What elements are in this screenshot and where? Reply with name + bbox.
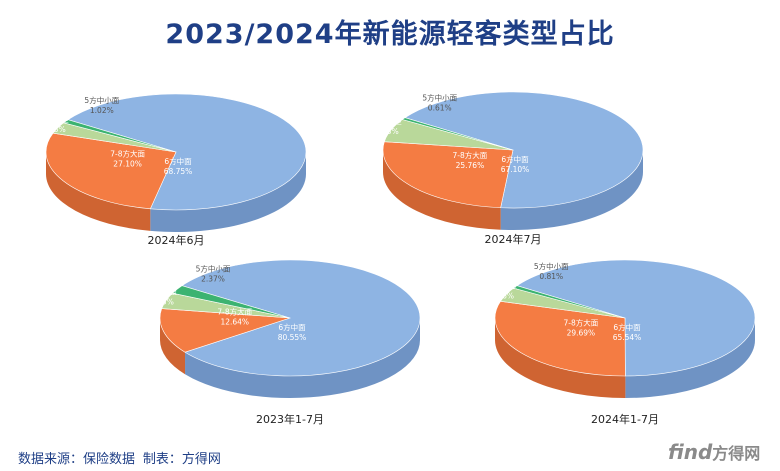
slice-label-name: 5方中小面 <box>196 263 231 273</box>
pie-slice-7-8方大面 <box>494 300 626 377</box>
pie-side-segment <box>500 150 643 230</box>
slice-label-name: 其他车型 <box>147 287 177 297</box>
pie-slice-6方中面 <box>516 259 756 377</box>
pie-slice-5方中小面 <box>171 285 291 319</box>
slice-label-value: 68.75% <box>164 167 193 176</box>
pie-side-segment <box>625 318 755 398</box>
data-source: 数据来源：保险数据 制表：方得网 <box>18 452 221 467</box>
pie-side-segment <box>383 150 501 230</box>
slice-label-value: 0.61% <box>428 104 452 113</box>
pie-slice-6方中面 <box>67 93 307 211</box>
slice-label-value: 4.45% <box>150 298 174 307</box>
pie-side-segment <box>160 318 186 375</box>
pie-slice-7-8方大面 <box>45 132 177 210</box>
pie-slice-5方中小面 <box>63 119 177 153</box>
period-label: 2024年1-7月 <box>591 412 659 426</box>
slice-label-value: 2.37% <box>201 274 225 283</box>
pie-slice-6方中面 <box>404 91 644 209</box>
pie-side <box>160 318 421 399</box>
pie-side-segment <box>46 152 151 231</box>
slice-label-name: 7-8方大面 <box>110 148 145 158</box>
brand-logo: find方得网 <box>668 440 761 464</box>
pie-slice-5方中小面 <box>401 117 514 151</box>
slice-label-name: 6方中面 <box>164 156 192 166</box>
slice-label-value: 12.64% <box>220 318 249 327</box>
slice-label-name: 6方中面 <box>501 154 529 164</box>
pie-side-segment <box>185 318 421 399</box>
slice-label-value: 27.10% <box>113 159 142 168</box>
slice-label-name: 5方中小面 <box>422 93 457 103</box>
pie-side <box>495 318 755 398</box>
slice-label-value: 0.81% <box>539 272 563 281</box>
period-label: 2023年1-7月 <box>256 412 324 426</box>
pie-side <box>383 150 643 230</box>
slice-label-name: 其他车型 <box>372 116 402 126</box>
slice-label-name: 其他车型 <box>487 281 517 291</box>
slice-label-name: 5方中小面 <box>534 261 569 271</box>
pie-side-segment <box>150 152 306 232</box>
pie-slice-5方中小面 <box>512 285 626 319</box>
pie-slice-7-8方大面 <box>159 308 291 353</box>
slice-label-value: 3.13% <box>42 125 66 134</box>
pie-side <box>46 152 306 232</box>
slice-label-value: 1.02% <box>90 106 114 115</box>
slice-label-value: 29.69% <box>567 328 596 337</box>
slice-label-value: 80.55% <box>278 333 307 342</box>
slice-label-name: 其他车型 <box>39 114 69 124</box>
slice-label-name: 7-8方大面 <box>564 317 599 327</box>
slice-label-value: 67.10% <box>501 165 530 174</box>
slice-label-value: 25.76% <box>456 161 485 170</box>
slice-label-value: 3.96% <box>490 292 514 301</box>
pie-slice-7-8方大面 <box>382 141 514 209</box>
pie-side-segment <box>495 318 626 398</box>
slice-label-name: 7-8方大面 <box>453 150 488 160</box>
pie-slice-6方中面 <box>181 259 421 377</box>
slice-label-name: 6方中面 <box>613 322 641 332</box>
slice-label-name: 5方中小面 <box>84 95 119 105</box>
slice-label-value: 6.53% <box>375 127 399 136</box>
period-label: 2024年7月 <box>485 232 542 246</box>
slice-label-name: 7-8方大面 <box>217 307 252 317</box>
slice-label-name: 6方中面 <box>278 322 306 332</box>
slice-label-value: 65.54% <box>613 333 642 342</box>
period-label: 2024年6月 <box>148 233 205 247</box>
chart-title: 2023/2024年新能源轻客类型占比 <box>165 19 615 50</box>
